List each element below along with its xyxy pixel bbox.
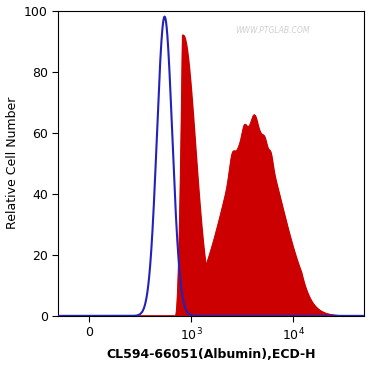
Y-axis label: Relative Cell Number: Relative Cell Number	[6, 97, 18, 229]
X-axis label: CL594-66051(Albumin),ECD-H: CL594-66051(Albumin),ECD-H	[107, 348, 316, 361]
Text: WWW.PTGLAB.COM: WWW.PTGLAB.COM	[235, 26, 310, 35]
